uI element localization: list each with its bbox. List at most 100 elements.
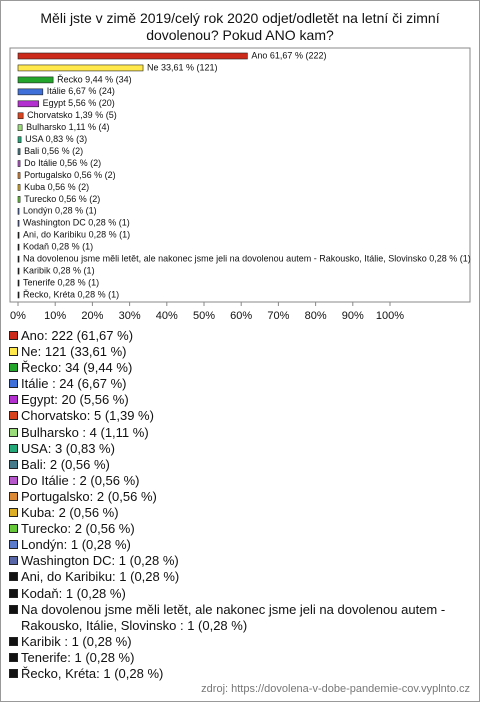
legend-item: Londýn: 1 (0,28 %)	[9, 537, 461, 553]
legend-item: Karibik : 1 (0,28 %)	[9, 634, 461, 650]
bar	[17, 100, 39, 108]
legend-swatch	[9, 443, 18, 453]
bar-label: Portugalsko 0,56 % (2)	[24, 170, 116, 180]
legend-swatch	[9, 668, 18, 678]
bar	[17, 291, 20, 299]
x-tick-label: 90%	[342, 310, 364, 322]
x-tick-label: 70%	[267, 310, 289, 322]
bar-label: Chorvatsko 1,39 % (5)	[27, 110, 117, 120]
chart: Ano 61,67 % (222) Ne 33,61 % (121) Řecko 9…	[9, 47, 471, 322]
legend-item: Turecko: 2 (0,56 %)	[9, 521, 461, 537]
bar	[17, 124, 23, 131]
plot-frame	[9, 47, 471, 303]
legend-label: Do Itálie : 2 (0,56 %)	[21, 472, 140, 488]
legend-item: Itálie : 24 (6,67 %)	[9, 376, 461, 392]
bar	[17, 243, 20, 251]
legend-label: Itálie : 24 (6,67 %)	[21, 376, 127, 392]
legend-label: Ne: 121 (33,61 %)	[21, 344, 127, 360]
bar	[17, 88, 44, 96]
legend-swatch	[9, 427, 18, 437]
bar-label: Egypt 5,56 % (20)	[43, 98, 115, 108]
legend-item: Ne: 121 (33,61 %)	[9, 344, 461, 360]
legend-label: Řecko, Kréta: 1 (0,28 %)	[21, 665, 164, 681]
bar-label: Londýn 0,28 % (1)	[23, 206, 97, 216]
bars: Ano 61,67 % (222) Ne 33,61 % (121) Řecko 9…	[17, 50, 471, 299]
bar	[17, 208, 20, 215]
legend-label: Chorvatsko: 5 (1,39 %)	[21, 408, 154, 424]
legend-item: Washington DC: 1 (0,28 %)	[9, 553, 461, 569]
bar-label: Karibik 0,28 % (1)	[23, 265, 95, 275]
bar	[17, 220, 20, 227]
legend-swatch	[9, 475, 18, 485]
legend-label: USA: 3 (0,83 %)	[21, 440, 115, 456]
legend-swatch	[9, 331, 18, 340]
bar-label: Řecko 9,44 % (34)	[57, 74, 132, 84]
legend-label: Ano: 222 (61,67 %)	[21, 328, 134, 343]
legend-label: Washington DC: 1 (0,28 %)	[21, 553, 179, 569]
legend-swatch	[9, 395, 18, 405]
legend-label: Bali: 2 (0,56 %)	[21, 456, 110, 472]
legend-swatch	[9, 588, 18, 598]
bar	[17, 136, 22, 143]
legend-label: Londýn: 1 (0,28 %)	[21, 537, 131, 553]
bar	[17, 267, 20, 275]
bar-label: Řecko, Kréta 0,28 % (1)	[23, 289, 119, 299]
legend-label: Ani, do Karibiku: 1 (0,28 %)	[21, 569, 180, 585]
legend-item: Kuba: 2 (0,56 %)	[9, 505, 461, 521]
legend-swatch	[9, 572, 18, 582]
legend-swatch	[9, 491, 18, 501]
legend-item: Řecko, Kréta: 1 (0,28 %)	[9, 666, 461, 682]
legend-swatch	[9, 459, 18, 469]
x-tick-label: 20%	[81, 310, 103, 322]
legend-label: Portugalsko: 2 (0,56 %)	[21, 488, 157, 504]
legend-label: Na dovolenou jsme měli letět, ale nakone…	[21, 601, 446, 633]
bar	[17, 279, 20, 287]
bar	[17, 64, 144, 72]
bar-label: Ne 33,61 % (121)	[147, 62, 218, 72]
bar-label: Bali 0,56 % (2)	[24, 146, 83, 156]
x-tick-label: 10%	[44, 310, 66, 322]
legend-item: Ano: 222 (61,67 %)	[9, 328, 461, 344]
legend-swatch	[9, 636, 18, 646]
bar-label: USA 0,83 % (3)	[25, 134, 87, 144]
bar	[17, 52, 248, 60]
x-tick-label: 80%	[305, 310, 327, 322]
legend-item: USA: 3 (0,83 %)	[9, 441, 461, 457]
legend-swatch	[9, 540, 18, 550]
legend-swatch	[9, 524, 18, 534]
chart-title: Měli jste v zimě 2019/celý rok 2020 odje…	[40, 10, 440, 43]
legend-swatch	[9, 652, 18, 662]
bar	[17, 112, 24, 120]
x-tick-label: 60%	[230, 310, 252, 322]
legend-label: Karibik : 1 (0,28 %)	[21, 633, 132, 649]
legend-label: Bulharsko : 4 (1,11 %)	[21, 424, 149, 440]
legend-label: Řecko: 34 (9,44 %)	[21, 360, 133, 376]
legend-label: Tenerife: 1 (0,28 %)	[21, 649, 135, 665]
legend-item: Kodaň: 1 (0,28 %)	[9, 586, 461, 602]
bar	[17, 184, 21, 191]
bar	[17, 76, 54, 84]
bar-label: Turecko 0,56 % (2)	[24, 194, 100, 204]
legend-item: Do Itálie : 2 (0,56 %)	[9, 473, 461, 489]
legend-item: Řecko: 34 (9,44 %)	[9, 360, 461, 376]
legend-item: Bali: 2 (0,56 %)	[9, 457, 461, 473]
legend-label: Kodaň: 1 (0,28 %)	[21, 585, 126, 601]
bar-label: Na dovolenou jsme měli letět, ale nakone…	[23, 254, 471, 264]
bar	[17, 172, 21, 179]
legend-item: Portugalsko: 2 (0,56 %)	[9, 489, 461, 505]
bar	[17, 196, 21, 203]
bar-label: Bulharsko 1,11 % (4)	[26, 122, 109, 132]
bar-label: Tenerife 0,28 % (1)	[23, 277, 99, 287]
bar-label: Kuba 0,56 % (2)	[24, 182, 89, 192]
legend-item: Egypt: 20 (5,56 %)	[9, 392, 461, 408]
x-tick-label: 50%	[193, 310, 215, 322]
legend-swatch	[9, 347, 18, 357]
legend-item: Ani, do Karibiku: 1 (0,28 %)	[9, 569, 461, 585]
bar	[17, 255, 20, 263]
bar	[17, 160, 21, 167]
x-tick-label: 40%	[156, 310, 178, 322]
bar-label: Washington DC 0,28 % (1)	[23, 218, 130, 228]
bar-label: Ani, do Karibiku 0,28 % (1)	[23, 230, 130, 240]
legend-swatch	[9, 379, 18, 389]
bar-label: Kodaň 0,28 % (1)	[23, 242, 93, 252]
